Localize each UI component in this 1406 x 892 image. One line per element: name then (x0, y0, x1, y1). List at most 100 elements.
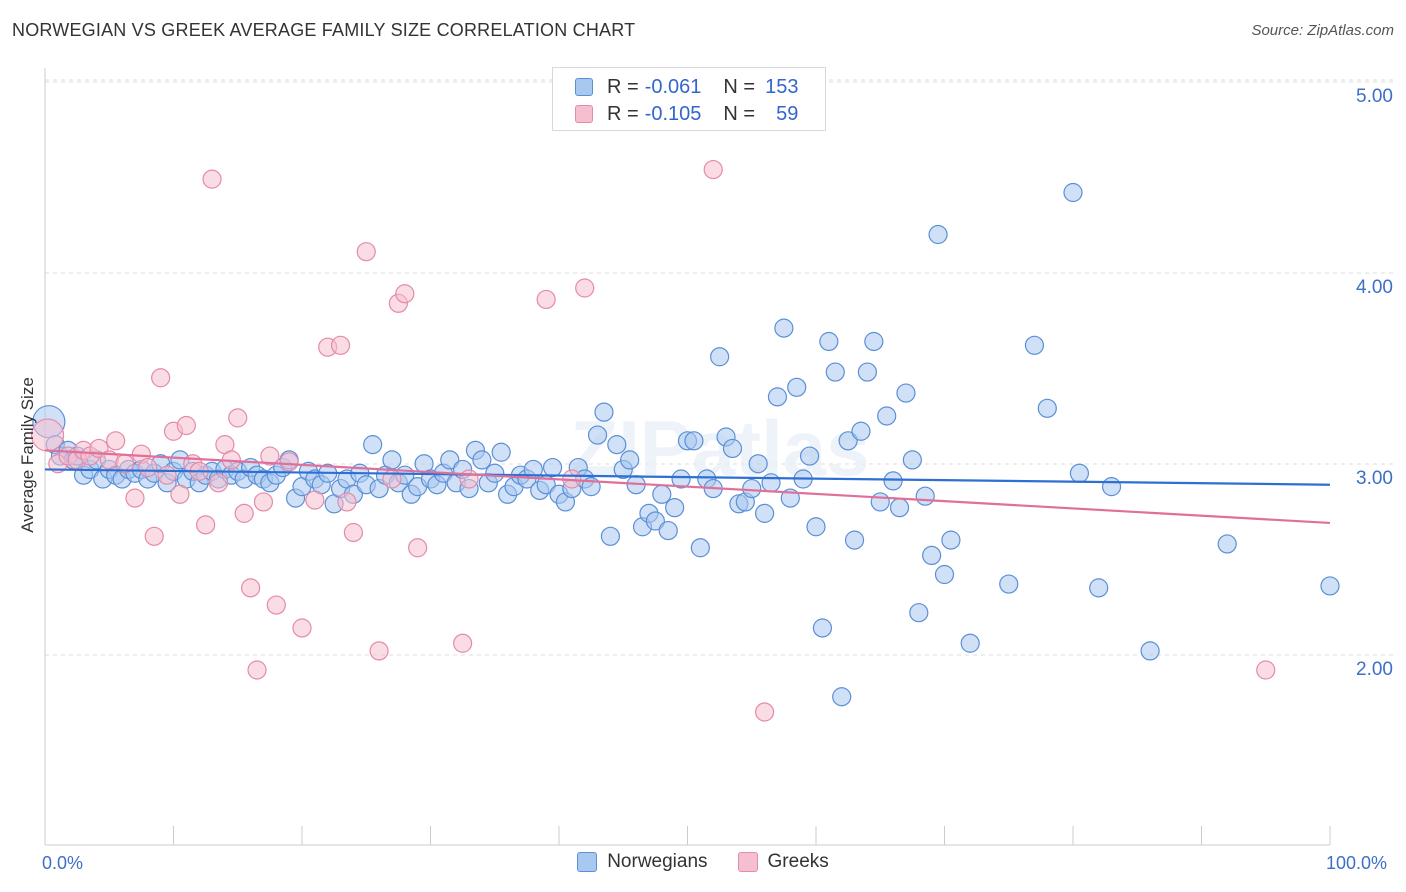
greek-point (703, 159, 723, 180)
norwegian-point (787, 377, 807, 397)
norwegian-point (902, 450, 922, 470)
y-tick-label: 5.00 (1356, 86, 1393, 107)
norwegian-point (491, 442, 511, 462)
blue-swatch-icon (575, 78, 593, 96)
legend-item-greeks[interactable]: Greeks (737, 851, 829, 873)
greek-point (208, 473, 229, 493)
series-legend: Norwegians Greeks (0, 851, 1406, 873)
greek-point (247, 660, 267, 680)
greek-point (395, 284, 415, 304)
n-label: N = (723, 75, 756, 98)
greek-point (369, 641, 389, 661)
y-tick-label: 4.00 (1356, 277, 1393, 298)
norwegian-point (922, 545, 942, 566)
norwegian-point (658, 520, 678, 541)
greek-point (754, 702, 775, 722)
pink-swatch-icon (575, 105, 593, 123)
norwegian-point (832, 687, 852, 707)
greek-point (228, 408, 248, 428)
greeks-trend-line (44, 449, 1331, 525)
r-label: R = (607, 75, 639, 98)
norwegian-point (1024, 335, 1045, 355)
greek-point (202, 169, 222, 189)
norwegian-point (838, 431, 858, 451)
greek-point (170, 484, 190, 504)
norwegian-point (1089, 578, 1109, 598)
norwegian-point (645, 511, 665, 531)
norwegian-point (607, 435, 627, 455)
greek-point (305, 490, 325, 510)
greek-point (343, 522, 363, 543)
greek-point (157, 465, 177, 485)
norwegian-point (690, 538, 710, 558)
legend-label: Norwegians (607, 851, 708, 872)
norwegian-point (1063, 182, 1083, 203)
r-value: -0.105 (644, 102, 702, 125)
norwegian-point (934, 564, 955, 585)
stats-legend: R = -0.061 N = 153 R = -0.105 N = 59 (552, 67, 826, 131)
y-tick-label: 2.00 (1356, 659, 1393, 680)
greek-point (106, 431, 126, 451)
norwegian-point (806, 517, 826, 537)
trend-lines (44, 449, 1331, 525)
norwegian-point (754, 503, 775, 523)
n-value: 153 (765, 75, 799, 98)
norwegian-point (909, 603, 929, 623)
greek-point (279, 452, 299, 472)
norwegian-point (928, 224, 948, 245)
greek-point (151, 368, 171, 388)
greek-point (176, 415, 196, 436)
norwegian-point (857, 362, 878, 382)
greek-point (459, 469, 479, 489)
norwegian-point (1037, 398, 1057, 418)
axes (44, 68, 1331, 846)
norwegian-point (594, 402, 614, 422)
greek-point (260, 446, 280, 466)
legend-row-greeks: R = -0.105 N = 59 (575, 101, 798, 127)
n-value: 59 (776, 102, 799, 125)
norwegian-point (819, 331, 839, 352)
norwegian-point (742, 478, 762, 499)
greek-point (266, 595, 286, 615)
norwegian-point (587, 425, 608, 445)
greek-point (1256, 660, 1276, 680)
norwegian-point (889, 498, 910, 518)
greek-point (575, 278, 595, 298)
greek-point (234, 503, 254, 523)
norwegian-point (472, 450, 492, 470)
norwegians-trend-line (44, 468, 1331, 486)
norwegian-point (665, 498, 685, 518)
greek-point (536, 289, 556, 310)
norwegian-point (774, 318, 794, 338)
greek-point (453, 633, 473, 653)
norwegian-point (620, 450, 640, 470)
norwegian-point (652, 484, 672, 504)
n-label: N = (723, 102, 756, 125)
norwegian-point (941, 530, 961, 550)
norwegian-point (542, 457, 563, 478)
y-tick-label: 3.00 (1356, 468, 1393, 489)
norwegian-point (761, 473, 781, 493)
norwegian-point (877, 406, 897, 426)
norwegian-point (684, 431, 704, 451)
norwegian-point (767, 387, 788, 407)
norwegian-point (1101, 477, 1122, 497)
norwegian-point (844, 530, 865, 550)
norwegian-point (363, 435, 383, 455)
legend-item-norwegians[interactable]: Norwegians (577, 851, 708, 873)
series-greeks-points (30, 159, 1276, 722)
r-value: -0.061 (644, 75, 702, 98)
chart-title: NORWEGIAN VS GREEK AVERAGE FAMILY SIZE C… (12, 20, 636, 40)
norwegian-point (710, 347, 730, 367)
norwegian-point (799, 446, 820, 466)
norwegian-point (1069, 463, 1090, 483)
norwegian-point (915, 486, 935, 506)
y-axis-label: Average Family Size (18, 377, 37, 533)
norwegian-point (722, 438, 743, 459)
legend-label: Greeks (767, 851, 829, 872)
greek-point (330, 335, 351, 355)
greek-point (337, 492, 357, 512)
norwegian-point (600, 526, 621, 546)
greek-point (125, 488, 145, 508)
greek-point (356, 242, 376, 262)
